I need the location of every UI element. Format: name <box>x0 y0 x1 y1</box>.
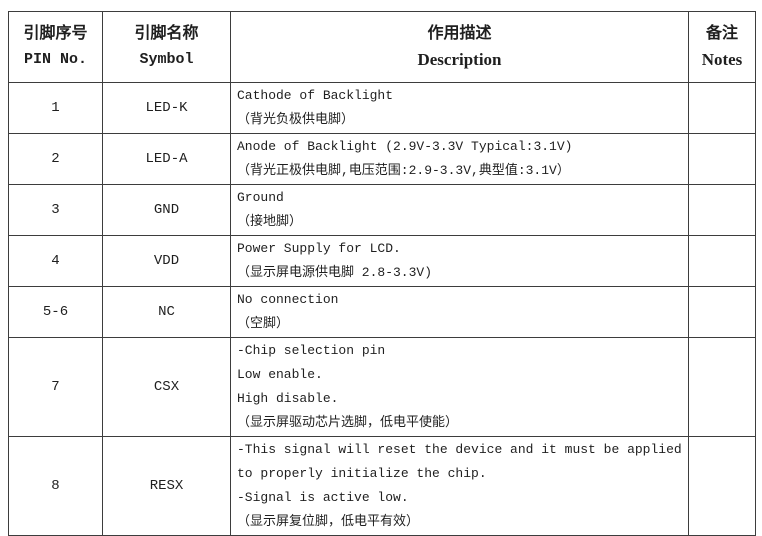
table-row: 1 LED-K Cathode of Backlight （背光负极供电脚） <box>8 82 756 134</box>
description-line: （显示屏复位脚，低电平有效） <box>237 514 420 529</box>
table-row: 5-6 NC No connection （空脚） <box>8 286 756 338</box>
header-symbol-en: Symbol <box>139 51 194 68</box>
notes-cell <box>688 337 756 437</box>
description-cell: Ground （接地脚） <box>230 184 689 236</box>
header-row: 引脚序号 PIN No. 引脚名称 Symbol 作用描述 Descriptio… <box>8 11 756 83</box>
header-description-en: Description <box>417 50 502 69</box>
pin-table-body: 1 LED-K Cathode of Backlight （背光负极供电脚） 2 … <box>8 82 756 536</box>
pin-description-table: 引脚序号 PIN No. 引脚名称 Symbol 作用描述 Descriptio… <box>8 11 756 536</box>
header-notes: 备注 Notes <box>688 11 756 83</box>
symbol-cell: GND <box>102 184 231 236</box>
description-cell: Power Supply for LCD. （显示屏电源供电脚 2.8-3.3V) <box>230 235 689 287</box>
header-description: 作用描述 Description <box>230 11 689 83</box>
description-line: （空脚） <box>237 316 290 331</box>
description-line: Anode of Backlight (2.9V-3.3V Typical:3.… <box>237 139 573 154</box>
symbol-cell: NC <box>102 286 231 338</box>
pin-number-cell: 7 <box>8 337 103 437</box>
pin-number-cell: 4 <box>8 235 103 287</box>
description-line: Low enable. <box>237 367 323 382</box>
notes-cell <box>688 82 756 134</box>
description-cell: Cathode of Backlight （背光负极供电脚） <box>230 82 689 134</box>
table-row: 8 RESX -This signal will reset the devic… <box>8 436 756 536</box>
symbol-cell: CSX <box>102 337 231 437</box>
table-row: 3 GND Ground （接地脚） <box>8 184 756 236</box>
symbol-cell: VDD <box>102 235 231 287</box>
pin-number-cell: 8 <box>8 436 103 536</box>
table-row: 2 LED-A Anode of Backlight (2.9V-3.3V Ty… <box>8 133 756 185</box>
header-pin-no: 引脚序号 PIN No. <box>8 11 103 83</box>
notes-cell <box>688 235 756 287</box>
description-cell: Anode of Backlight (2.9V-3.3V Typical:3.… <box>230 133 689 185</box>
description-line: Cathode of Backlight <box>237 88 394 103</box>
header-symbol-zh: 引脚名称 <box>134 25 199 42</box>
pin-number-cell: 5-6 <box>8 286 103 338</box>
description-line: （显示屏电源供电脚 2.8-3.3V) <box>237 265 433 280</box>
description-line: Power Supply for LCD. <box>237 241 401 256</box>
header-notes-en: Notes <box>701 50 743 69</box>
pin-number-cell: 1 <box>8 82 103 134</box>
description-line: No connection <box>237 292 339 307</box>
pin-number-cell: 2 <box>8 133 103 185</box>
notes-cell <box>688 286 756 338</box>
description-cell: No connection （空脚） <box>230 286 689 338</box>
notes-cell <box>688 436 756 536</box>
pin-number-cell: 3 <box>8 184 103 236</box>
description-line: Ground <box>237 190 284 205</box>
description-line: -This signal will reset the device and i… <box>237 442 682 457</box>
header-pin-no-zh: 引脚序号 <box>23 25 88 42</box>
description-line: （显示屏驱动芯片选脚，低电平使能） <box>237 415 459 430</box>
header-pin-no-en: PIN No. <box>23 51 87 68</box>
notes-cell <box>688 184 756 236</box>
header-notes-zh: 备注 <box>705 25 738 42</box>
header-description-zh: 作用描述 <box>427 25 492 42</box>
symbol-cell: LED-A <box>102 133 231 185</box>
table-row: 7 CSX -Chip selection pin Low enable. High… <box>8 337 756 437</box>
description-cell: -Chip selection pin Low enable. High disab… <box>230 337 689 437</box>
symbol-cell: RESX <box>102 436 231 536</box>
table-row: 4 VDD Power Supply for LCD. （显示屏电源供电脚 2.8… <box>8 235 756 287</box>
notes-cell <box>688 133 756 185</box>
description-line: -Signal is active low. <box>237 490 409 505</box>
description-cell: -This signal will reset the device and i… <box>230 436 689 536</box>
symbol-cell: LED-K <box>102 82 231 134</box>
description-line: -Chip selection pin <box>237 343 386 358</box>
description-line: to properly initialize the chip. <box>237 466 487 481</box>
description-line: High disable. <box>237 391 339 406</box>
description-line: （背光负极供电脚） <box>237 112 355 127</box>
description-line: （背光正极供电脚,电压范围:2.9-3.3V,典型值:3.1V） <box>237 163 570 178</box>
header-symbol: 引脚名称 Symbol <box>102 11 231 83</box>
description-line: （接地脚） <box>237 214 303 229</box>
